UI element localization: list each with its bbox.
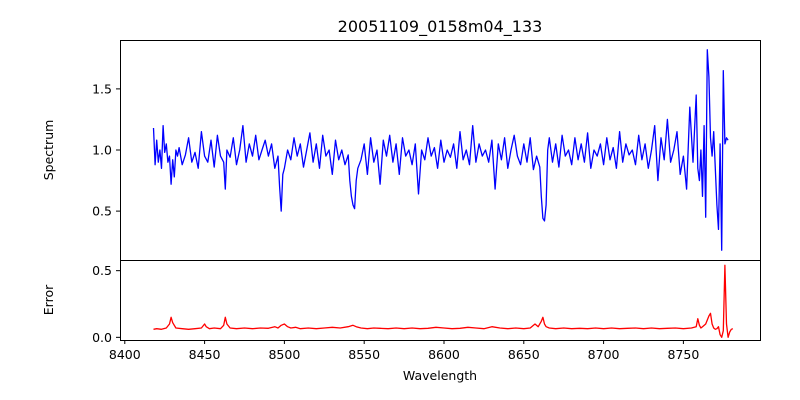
- spectrum-ytick-label: 0.5: [92, 204, 112, 219]
- chart-title: 20051109_0158m04_133: [338, 17, 543, 37]
- spectrum-line: [152, 49, 729, 251]
- xtick-label: 8600: [428, 347, 460, 362]
- spectrum-ytick-label: 1.5: [92, 81, 112, 96]
- spectrum-y-ticks: 0.5 1.0 1.5: [92, 81, 120, 219]
- error-axes-frame: [120, 260, 761, 341]
- spectrum-series: [152, 49, 729, 251]
- spectrum-ytick-label: 1.0: [92, 143, 112, 158]
- xtick-label: 8500: [268, 347, 300, 362]
- xtick-label: 8400: [109, 347, 141, 362]
- error-ylabel: Error: [41, 284, 56, 315]
- xtick-label: 8650: [508, 347, 540, 362]
- xtick-label: 8750: [667, 347, 699, 362]
- error-ytick-label: 0.5: [92, 263, 112, 278]
- x-axis-label: Wavelength: [403, 368, 477, 383]
- xtick-label: 8450: [189, 347, 221, 362]
- error-y-ticks: 0.0 0.5: [92, 263, 120, 345]
- spectrum-panel: 0.5 1.0 1.5 Spectrum: [41, 40, 761, 261]
- error-series: [153, 264, 734, 338]
- error-panel: 0.0 0.5 Error: [41, 260, 761, 345]
- xtick-label: 8700: [588, 347, 620, 362]
- error-line: [153, 264, 734, 338]
- error-ytick-label: 0.0: [92, 330, 112, 345]
- x-axis-ticks: 8400 8450 8500 8550 8600 8650 8700 8750: [109, 340, 699, 362]
- spectrum-ylabel: Spectrum: [41, 120, 56, 181]
- xtick-label: 8550: [348, 347, 380, 362]
